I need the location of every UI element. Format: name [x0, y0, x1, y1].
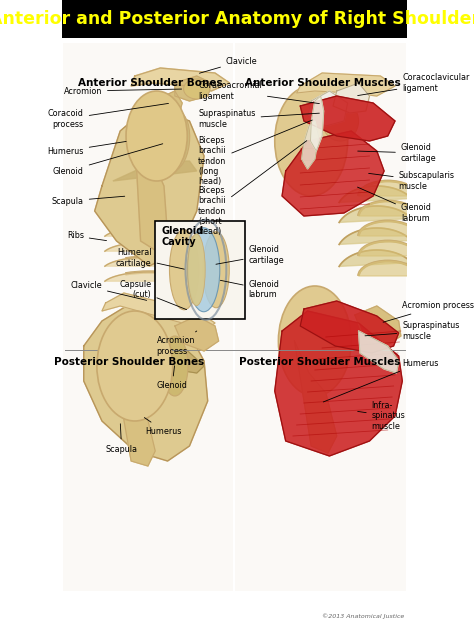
Polygon shape [339, 186, 411, 203]
Ellipse shape [188, 233, 205, 306]
Text: Acromion process: Acromion process [383, 302, 474, 322]
Bar [155, 221, 245, 319]
Text: Anterior Shoulder Muscles: Anterior Shoulder Muscles [245, 78, 401, 88]
Polygon shape [95, 106, 204, 266]
Polygon shape [339, 250, 411, 266]
Ellipse shape [126, 91, 187, 181]
Text: Anterior and Posterior Anatomy of Right Shoulder: Anterior and Posterior Anatomy of Right … [0, 10, 474, 28]
Polygon shape [359, 261, 417, 276]
Text: Posterior Shoulder Bones: Posterior Shoulder Bones [54, 357, 204, 367]
Text: Coracoid
process: Coracoid process [48, 103, 168, 129]
Polygon shape [275, 311, 402, 456]
Polygon shape [308, 91, 347, 126]
Bar [235, 43, 406, 349]
Bar [64, 43, 233, 349]
Bar [62, 0, 408, 38]
Polygon shape [175, 316, 219, 351]
Text: Biceps
brachii
tendon
(long
head): Biceps brachii tendon (long head) [198, 120, 312, 186]
Polygon shape [300, 96, 395, 141]
Polygon shape [359, 331, 399, 373]
Text: Acromion
process: Acromion process [156, 331, 197, 356]
Polygon shape [105, 272, 194, 281]
Polygon shape [339, 206, 411, 223]
Text: Clavicle: Clavicle [70, 281, 146, 300]
Text: Coracoacromial
ligament: Coracoacromial ligament [198, 81, 319, 103]
Polygon shape [297, 73, 395, 96]
Polygon shape [131, 68, 229, 91]
Text: Glenoid: Glenoid [156, 366, 188, 391]
Polygon shape [355, 306, 401, 346]
Text: Infra-
spinatus
muscle: Infra- spinatus muscle [358, 401, 405, 431]
Polygon shape [135, 136, 168, 251]
Polygon shape [300, 301, 399, 353]
Text: Glenoid
labrum: Glenoid labrum [357, 187, 432, 223]
Polygon shape [102, 331, 204, 373]
Text: Ribs: Ribs [67, 232, 107, 240]
Polygon shape [113, 161, 197, 181]
Text: Biceps
brachii
tendon
(short
head): Biceps brachii tendon (short head) [198, 141, 307, 236]
Text: Glenoid
Cavity: Glenoid Cavity [161, 226, 203, 247]
Polygon shape [105, 227, 194, 236]
Ellipse shape [170, 230, 199, 310]
Polygon shape [102, 293, 215, 331]
Ellipse shape [162, 336, 188, 396]
Polygon shape [339, 228, 411, 244]
Text: Subscapularis
muscle: Subscapularis muscle [369, 171, 455, 191]
Polygon shape [310, 96, 324, 151]
Text: Glenoid
cartilage: Glenoid cartilage [216, 245, 284, 265]
Bar [235, 349, 406, 591]
Text: Humeral
cartilage: Humeral cartilage [116, 249, 184, 269]
Text: Humerus: Humerus [323, 358, 439, 402]
Polygon shape [359, 181, 417, 196]
Text: Glenoid
labrum: Glenoid labrum [220, 280, 280, 299]
Polygon shape [359, 201, 417, 216]
Polygon shape [282, 131, 384, 216]
Polygon shape [294, 341, 337, 453]
Text: Acromion: Acromion [64, 86, 182, 95]
Text: Clavicle: Clavicle [200, 57, 257, 73]
Polygon shape [160, 91, 182, 119]
Text: Anterior Shoulder Bones: Anterior Shoulder Bones [78, 78, 222, 88]
Polygon shape [359, 241, 417, 256]
Text: Capsule
(cut): Capsule (cut) [119, 280, 187, 310]
Text: Supraspinatus
muscle: Supraspinatus muscle [198, 109, 319, 129]
Bar [64, 349, 233, 591]
Polygon shape [105, 257, 194, 266]
Polygon shape [114, 366, 155, 466]
Text: Posterior Shoulder Muscles: Posterior Shoulder Muscles [238, 357, 400, 367]
Ellipse shape [203, 232, 229, 308]
Text: ©2013 Anatomical Justice: ©2013 Anatomical Justice [321, 613, 404, 619]
Ellipse shape [188, 228, 220, 312]
Text: Supraspinatus
muscle: Supraspinatus muscle [365, 321, 460, 341]
Polygon shape [105, 242, 194, 251]
Ellipse shape [322, 101, 359, 141]
Ellipse shape [160, 111, 190, 171]
Text: Humerus: Humerus [47, 141, 126, 155]
Ellipse shape [278, 286, 351, 396]
Ellipse shape [275, 86, 347, 196]
Polygon shape [175, 76, 211, 101]
Text: Glenoid: Glenoid [53, 144, 163, 175]
Polygon shape [302, 121, 319, 169]
Ellipse shape [97, 311, 173, 421]
Text: Coracoclavicular
ligament: Coracoclavicular ligament [358, 73, 470, 95]
Text: Glenoid
cartilage: Glenoid cartilage [358, 143, 437, 163]
Text: Scapula: Scapula [52, 196, 125, 206]
Polygon shape [359, 221, 417, 236]
Text: Humerus: Humerus [145, 418, 182, 435]
Text: Scapula: Scapula [106, 424, 137, 454]
Polygon shape [333, 83, 370, 113]
Ellipse shape [183, 79, 210, 99]
Polygon shape [84, 301, 208, 461]
